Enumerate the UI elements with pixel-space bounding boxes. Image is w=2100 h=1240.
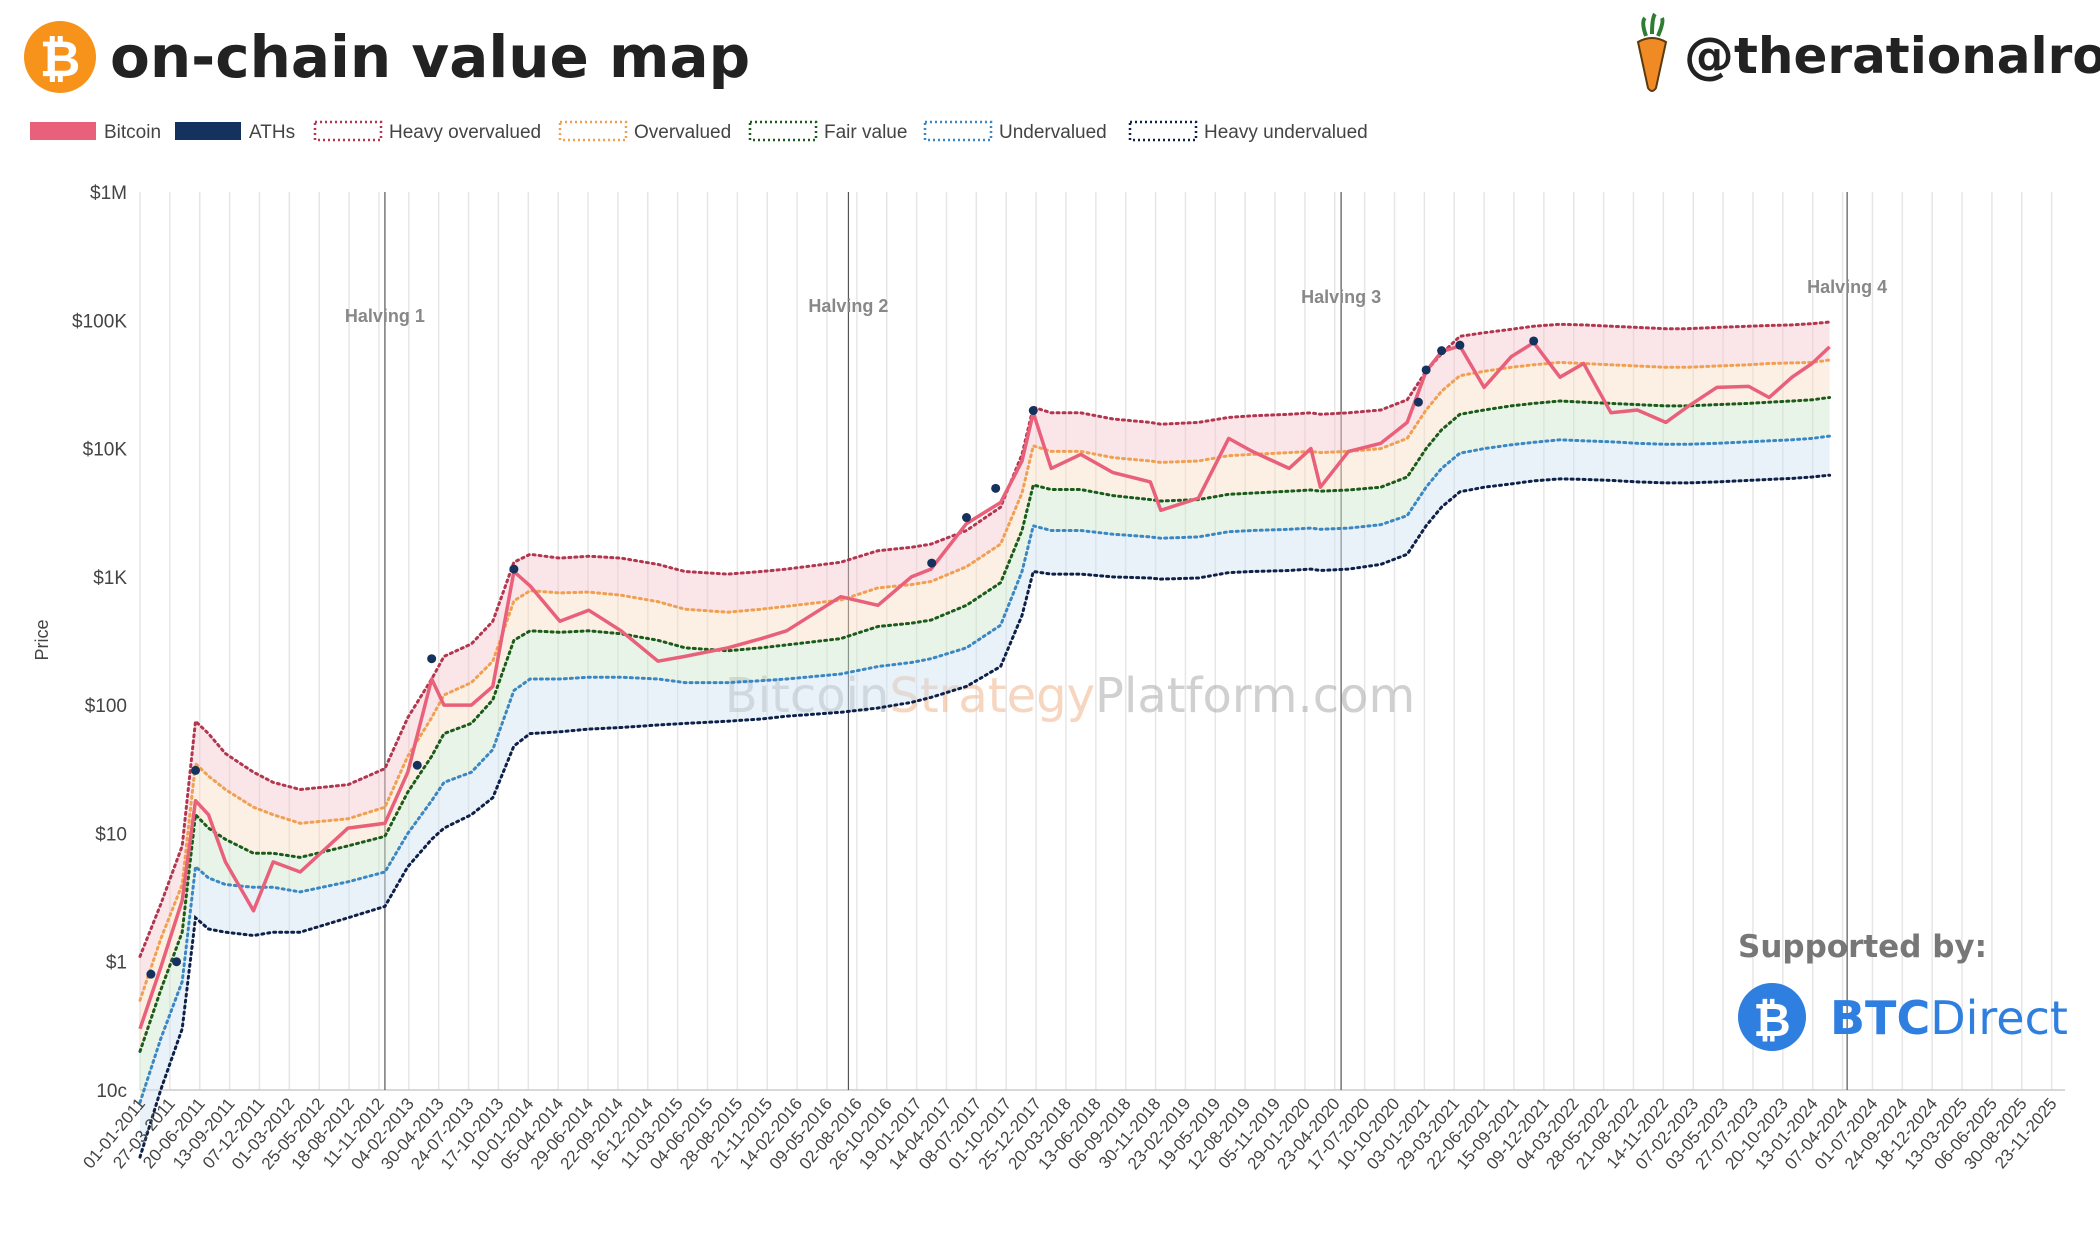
series-line-bitcoin (138, 340, 1831, 1030)
ath-point (1421, 365, 1431, 375)
x-axis: 01-01-201127-03-201120-06-201113-09-2011… (79, 1094, 2060, 1173)
series-line-fair-value (138, 396, 1832, 1053)
legend-label-bitcoin: Bitcoin (104, 122, 161, 143)
band-undervalued (140, 436, 1830, 1158)
ath-point (1028, 406, 1038, 416)
legend-swatch-bitcoin (30, 122, 96, 140)
y-tick-label: $1K (93, 568, 127, 589)
series-line-undervalued (138, 434, 1832, 1104)
halving-label: Halving 1 (345, 306, 425, 326)
legend-label-heavy-undervalued: Heavy undervalued (1204, 122, 1368, 143)
carrot-icon (1636, 12, 1668, 92)
legend-label-undervalued: Undervalued (999, 122, 1107, 143)
ath-point (1437, 346, 1447, 356)
legend-swatch-heavy-overvalued (313, 120, 383, 142)
ath-point (509, 564, 519, 574)
svg-text:₿: ₿ (1753, 993, 1791, 1047)
legend-label-overvalued: Overvalued (634, 122, 731, 143)
ath-point (927, 558, 937, 568)
halving-label: Halving 2 (808, 296, 888, 316)
bitcoin-icon-glyph: ₿ (40, 30, 81, 88)
series-line-heavy-undervalued (138, 473, 1832, 1159)
ath-point (191, 765, 201, 775)
legend-label-heavy-overvalued: Heavy overvalued (389, 122, 541, 143)
y-axis: 10c $1 $10 $100 $1K $10K $100K $1M (72, 183, 127, 1102)
chart-title: on-chain value map (110, 23, 750, 91)
grid-lines (139, 192, 2065, 1091)
brand-part-2: Direct (1930, 991, 2068, 1045)
band-heavy_overvalued (140, 322, 1830, 1001)
watermark-part-2: Strategy (889, 668, 1095, 724)
y-tick-label: 10c (96, 1081, 127, 1102)
series-line-overvalued (138, 358, 1832, 1002)
ath-point (427, 654, 437, 664)
y-tick-label: $1 (106, 953, 127, 974)
legend-swatch-overvalued (558, 120, 628, 142)
value-bands (140, 322, 1830, 1158)
watermark-part-3: Platform.com (1095, 668, 1415, 724)
halving-label: Halving 4 (1807, 277, 1887, 297)
ath-point (1529, 336, 1539, 346)
series-lines (138, 320, 1832, 1159)
ath-point (962, 513, 972, 523)
halving-label: Halving 3 (1301, 287, 1381, 307)
ath-point (1413, 397, 1423, 407)
ath-point (172, 957, 182, 967)
halving-markers: Halving 1 Halving 2 Halving 3 Halving 4 (345, 192, 1887, 1090)
legend-label-fair-value: Fair value (824, 122, 907, 143)
y-tick-label: $10K (83, 440, 128, 461)
y-tick-label: $100 (85, 696, 127, 717)
legend-swatch-heavy-undervalued (1128, 120, 1198, 142)
band-fair_value (140, 397, 1830, 1103)
btcdirect-brand: BTCDirect (1830, 991, 2068, 1045)
ath-point (1455, 340, 1465, 350)
author-handle: @therationalroot (1684, 27, 2100, 85)
y-tick-label: $100K (72, 311, 127, 332)
legend-swatch-undervalued (923, 120, 993, 142)
y-tick-label: $10 (95, 824, 127, 845)
legend-label-aths: ATHs (249, 122, 295, 143)
header: ₿ on-chain value map @therationalroot (24, 12, 2100, 93)
band-overvalued (140, 360, 1830, 1052)
y-tick-label: $1M (90, 183, 127, 204)
watermark: BitcoinStrategyPlatform.com (725, 668, 1415, 724)
brand-part-1: BTC (1830, 991, 1930, 1045)
legend-swatch-aths (175, 122, 241, 140)
ath-point (146, 969, 156, 979)
legend: Bitcoin ATHs Heavy overvalued Overvalued Fai… (30, 120, 1368, 143)
btcdirect-logo-icon: ₿ (1738, 983, 1806, 1051)
ath-point (991, 483, 1001, 493)
sponsor-block: Supported by: ₿ BTCDirect (1738, 929, 2068, 1051)
ath-point (412, 760, 422, 770)
supported-by-label: Supported by: (1738, 929, 1987, 965)
bitcoin-icon (24, 21, 96, 93)
y-axis-label: Price (32, 619, 52, 660)
legend-swatch-fair-value (748, 120, 818, 142)
